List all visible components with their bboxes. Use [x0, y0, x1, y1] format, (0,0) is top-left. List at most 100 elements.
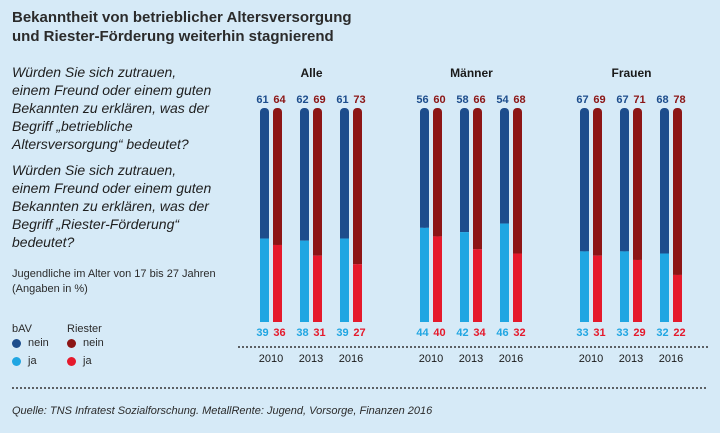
bar-alle-2013-riester-nein: [313, 113, 322, 256]
question-bav: Würden Sie sich zutrauen, einem Freund o…: [12, 64, 212, 152]
label-mnner-2013-riester-ja: 34: [473, 327, 486, 339]
legend-bav-title: bAV: [12, 323, 32, 335]
label-alle-2016-bav-ja: 39: [336, 327, 348, 339]
bar-alle-2013-riester-ja: [313, 255, 322, 322]
label-alle-2013-riester-ja: 31: [313, 327, 325, 339]
label-mnner-2016-riester-ja: 32: [513, 327, 525, 339]
label-alle-2016-riester-nein: 73: [353, 94, 365, 106]
bar-mnner-2010-riester-ja: [433, 236, 442, 322]
year-label-frauen-2013: 2013: [619, 353, 643, 365]
label-frauen-2016-riester-ja: 22: [673, 327, 685, 339]
legend-swatch-riester-nein: [67, 338, 76, 348]
label-alle-2010-riester-ja: 36: [273, 327, 285, 339]
bar-alle-2010-bav-nein: [260, 113, 269, 239]
label-frauen-2016-bav-ja: 32: [656, 327, 668, 339]
year-label-frauen-2016: 2016: [659, 353, 683, 365]
bar-alle-2010-riester-nein: [273, 113, 282, 245]
bar-mnner-2010-bav-nein: [420, 113, 429, 228]
legend-swatch-bav-nein: [12, 338, 21, 348]
label-alle-2016-riester-ja: 27: [353, 327, 365, 339]
bar-mnner-2016-bav-ja: [500, 223, 509, 322]
label-mnner-2016-riester-nein: 68: [513, 94, 525, 106]
label-frauen-2010-riester-ja: 31: [593, 327, 605, 339]
legend-riester-title: Riester: [67, 323, 102, 335]
legend-label-riester-nein: nein: [83, 337, 104, 349]
label-mnner-2013-bav-nein: 58: [456, 94, 468, 106]
bar-mnner-2013-bav-ja: [460, 232, 469, 322]
bar-frauen-2010-bav-nein: [580, 113, 589, 252]
bar-alle-2016-riester-ja: [353, 264, 362, 322]
label-frauen-2016-riester-nein: 78: [673, 94, 685, 106]
bar-frauen-2013-riester-ja: [633, 259, 642, 322]
label-mnner-2013-riester-nein: 66: [473, 94, 485, 106]
label-mnner-2013-bav-ja: 42: [456, 327, 468, 339]
label-frauen-2010-bav-nein: 67: [576, 94, 588, 106]
legend-bav-ja: ja: [12, 355, 37, 367]
year-label-alle-2016: 2016: [339, 353, 363, 365]
year-label-frauen-2010: 2010: [579, 353, 603, 365]
bar-frauen-2013-riester-nein: [633, 113, 642, 260]
bar-frauen-2016-bav-nein: [660, 113, 669, 254]
bar-mnner-2013-riester-nein: [473, 113, 482, 250]
group-title-alle: Alle: [300, 66, 322, 80]
bar-frauen-2010-riester-ja: [593, 255, 602, 322]
legend-swatch-bav-ja: [12, 356, 21, 366]
label-frauen-2013-riester-nein: 71: [633, 94, 645, 106]
title-line-1: Bekanntheit von betrieblicher Altersvers…: [12, 9, 352, 26]
bar-mnner-2010-riester-nein: [433, 113, 442, 237]
question-riester: Würden Sie sich zutrauen, einem Freund o…: [12, 162, 212, 250]
year-label-mnner-2016: 2016: [499, 353, 523, 365]
legend-riester-ja: ja: [67, 355, 92, 367]
label-frauen-2013-bav-nein: 67: [616, 94, 628, 106]
bar-frauen-2016-riester-ja: [673, 274, 682, 322]
legend-bav-nein: nein: [12, 337, 49, 349]
label-frauen-2013-bav-ja: 33: [616, 327, 628, 339]
bar-frauen-2010-riester-nein: [593, 113, 602, 256]
year-label-mnner-2010: 2010: [419, 353, 443, 365]
label-alle-2010-bav-ja: 39: [256, 327, 268, 339]
label-mnner-2010-bav-nein: 56: [416, 94, 428, 106]
group-title-frauen: Frauen: [611, 66, 651, 80]
chart-title: Bekanntheit von betrieblicher Altersvers…: [12, 8, 352, 46]
label-alle-2016-bav-nein: 61: [336, 94, 348, 106]
bar-mnner-2013-bav-nein: [460, 113, 469, 233]
legend-label-riester-ja: ja: [83, 355, 92, 367]
label-mnner-2010-riester-ja: 40: [433, 327, 445, 339]
bar-mnner-2016-riester-ja: [513, 253, 522, 322]
bar-alle-2010-bav-ja: [260, 238, 269, 322]
bar-mnner-2010-bav-ja: [420, 227, 429, 322]
bar-alle-2016-riester-nein: [353, 113, 362, 265]
bar-mnner-2016-riester-nein: [513, 113, 522, 254]
label-alle-2013-riester-nein: 69: [313, 94, 325, 106]
bar-alle-2016-bav-ja: [340, 238, 349, 322]
bar-frauen-2016-bav-ja: [660, 253, 669, 322]
legend-riester-nein: nein: [67, 337, 104, 349]
label-mnner-2010-bav-ja: 44: [416, 327, 429, 339]
label-alle-2010-bav-nein: 61: [256, 94, 268, 106]
bar-mnner-2016-bav-nein: [500, 113, 509, 224]
label-mnner-2016-bav-ja: 46: [496, 327, 508, 339]
year-label-alle-2010: 2010: [259, 353, 283, 365]
bar-mnner-2013-riester-ja: [473, 249, 482, 322]
legend-swatch-riester-ja: [67, 356, 76, 366]
source-note: Quelle: TNS Infratest Sozialforschung. M…: [12, 405, 433, 417]
group-title-mnner: Männer: [450, 66, 493, 80]
title-line-2: und Riester-Förderung weiterhin stagnier…: [12, 28, 334, 45]
label-mnner-2010-riester-nein: 60: [433, 94, 445, 106]
label-frauen-2010-bav-ja: 33: [576, 327, 588, 339]
label-alle-2010-riester-nein: 64: [273, 94, 286, 106]
year-label-alle-2013: 2013: [299, 353, 323, 365]
label-mnner-2016-bav-nein: 54: [496, 94, 509, 106]
bar-alle-2010-riester-ja: [273, 244, 282, 322]
bar-frauen-2010-bav-ja: [580, 251, 589, 322]
label-frauen-2013-riester-ja: 29: [633, 327, 645, 339]
bar-alle-2013-bav-ja: [300, 240, 309, 322]
label-frauen-2010-riester-nein: 69: [593, 94, 605, 106]
year-label-mnner-2013: 2013: [459, 353, 483, 365]
legend-label-bav-ja: ja: [28, 355, 37, 367]
label-frauen-2016-bav-nein: 68: [656, 94, 668, 106]
bar-frauen-2013-bav-ja: [620, 251, 629, 322]
bar-alle-2013-bav-nein: [300, 113, 309, 241]
legend-label-bav-nein: nein: [28, 337, 49, 349]
